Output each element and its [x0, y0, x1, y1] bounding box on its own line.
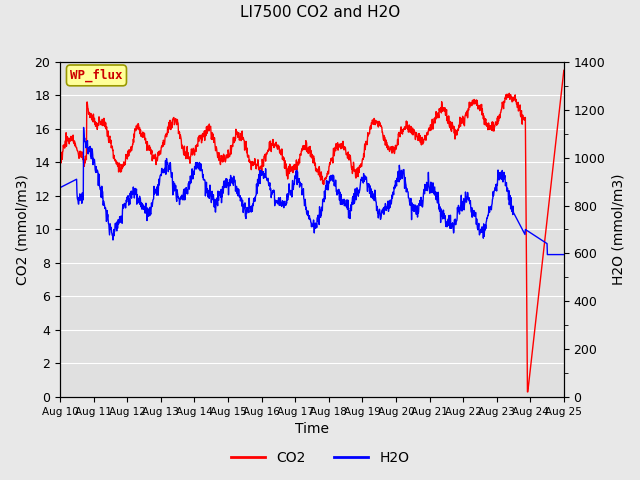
Legend: CO2, H2O: CO2, H2O: [225, 445, 415, 471]
Text: LI7500 CO2 and H2O: LI7500 CO2 and H2O: [240, 5, 400, 20]
Text: WP_flux: WP_flux: [70, 69, 123, 82]
Y-axis label: CO2 (mmol/m3): CO2 (mmol/m3): [15, 174, 29, 285]
X-axis label: Time: Time: [295, 422, 329, 436]
Y-axis label: H2O (mmol/m3): H2O (mmol/m3): [611, 174, 625, 285]
